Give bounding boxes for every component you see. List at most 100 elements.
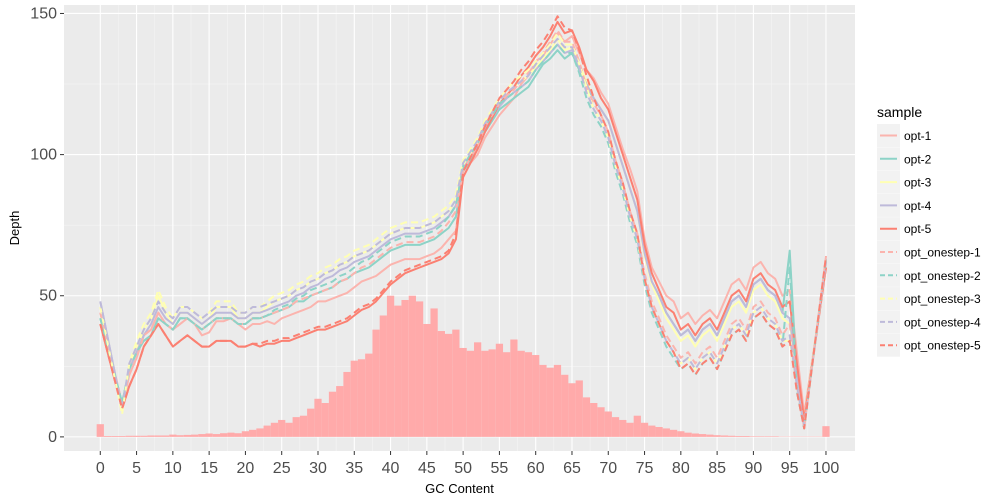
histogram-bar	[386, 295, 395, 437]
histogram-bar	[720, 435, 729, 437]
histogram-bar	[379, 315, 387, 437]
x-tick-label: 70	[599, 460, 617, 477]
histogram-bar	[466, 350, 475, 437]
histogram-bar	[648, 425, 656, 437]
histogram-bar	[140, 435, 148, 437]
histogram-bar	[401, 299, 409, 437]
legend-label: opt_onestep-1	[904, 246, 981, 260]
histogram-bar	[749, 436, 758, 437]
histogram-bar	[459, 347, 467, 437]
legend-label: opt-5	[904, 222, 932, 236]
histogram-bar	[575, 380, 583, 437]
histogram-bar	[539, 364, 547, 437]
histogram-bar	[698, 434, 707, 437]
histogram-bar	[503, 352, 511, 437]
y-axis-title: Depth	[7, 211, 22, 246]
histogram-bar	[307, 408, 315, 437]
histogram-bar	[285, 422, 293, 437]
x-tick-label: 15	[200, 460, 218, 477]
x-tick-label: 40	[382, 460, 400, 477]
histogram-bar	[437, 331, 445, 437]
histogram-bar	[183, 434, 191, 437]
histogram-bar	[415, 301, 424, 437]
histogram-bar	[604, 411, 612, 437]
histogram-bar	[677, 431, 685, 437]
histogram-bar	[669, 429, 678, 437]
y-tick-label: 100	[30, 147, 57, 164]
histogram-bar	[263, 425, 271, 437]
histogram-bar	[444, 333, 453, 437]
histogram-bar	[365, 353, 373, 437]
histogram-bar	[597, 407, 605, 437]
x-tick-label: 100	[813, 460, 840, 477]
y-tick-label: 0	[48, 429, 57, 446]
histogram-bar	[495, 343, 504, 437]
histogram-bar	[198, 434, 206, 437]
legend-label: opt-3	[904, 176, 932, 190]
histogram-bar	[452, 329, 460, 437]
histogram-bar	[488, 349, 496, 437]
histogram-bar	[713, 435, 721, 437]
legend-label: opt_onestep-5	[904, 339, 981, 353]
y-tick-label: 50	[39, 288, 57, 305]
histogram-bar	[299, 415, 308, 437]
x-tick-label: 85	[708, 460, 726, 477]
x-tick-label: 5	[132, 460, 141, 477]
legend-label: opt_onestep-3	[904, 292, 981, 306]
histogram-bar	[220, 433, 228, 437]
legend-title: sample	[877, 104, 922, 120]
histogram-bar	[125, 435, 133, 437]
histogram-bar	[706, 434, 714, 437]
histogram-bar	[357, 359, 366, 437]
x-tick-label: 65	[563, 460, 581, 477]
histogram-bar	[764, 436, 772, 437]
legend-label: opt_onestep-2	[904, 269, 981, 283]
histogram-bar	[582, 397, 591, 437]
y-axis: 0 50 100 150	[30, 5, 64, 446]
histogram-bar	[757, 436, 765, 437]
histogram-bar	[524, 352, 533, 437]
histogram-bar	[626, 422, 634, 437]
histogram-bar	[321, 403, 329, 437]
histogram-bar	[161, 435, 170, 437]
y-tick-label: 150	[30, 5, 57, 22]
histogram-bar	[561, 374, 569, 437]
x-axis: 0 5 10 15 20 25 30 35 40 45 50 55 60 65 70 75 80 85 90 95 10…	[96, 451, 840, 477]
x-tick-label: 80	[672, 460, 690, 477]
histogram-bar	[205, 433, 213, 437]
x-tick-label: 90	[745, 460, 763, 477]
histogram-bar	[532, 355, 540, 437]
x-tick-label: 45	[418, 460, 436, 477]
histogram-bar	[822, 426, 830, 437]
histogram-bar	[176, 435, 184, 437]
histogram-bar	[132, 435, 141, 437]
series-line-opt_onestep-2	[99, 43, 827, 430]
series-lines	[99, 15, 827, 430]
x-tick-label: 30	[309, 460, 327, 477]
histogram-bar	[691, 433, 699, 437]
histogram-bar	[103, 436, 112, 437]
histogram-bar	[234, 433, 242, 437]
histogram-bar	[474, 342, 482, 437]
histogram-bar	[212, 434, 221, 437]
histogram-bar	[633, 415, 641, 437]
x-tick-label: 25	[273, 460, 291, 477]
histogram-bar	[111, 436, 119, 437]
histogram-bar	[256, 428, 264, 437]
x-axis-title: GC Content	[425, 481, 494, 496]
histogram-bar	[328, 391, 337, 437]
histogram-bar	[553, 364, 562, 437]
histogram-bar	[394, 305, 402, 437]
histogram-bar	[249, 429, 257, 437]
histogram-bar	[742, 436, 750, 437]
histogram-bar	[590, 403, 598, 437]
histogram-bar	[408, 295, 416, 437]
histogram-bar	[771, 436, 779, 437]
gc-histogram	[96, 295, 830, 437]
x-tick-label: 50	[454, 460, 472, 477]
histogram-bar	[190, 434, 199, 437]
histogram-bar	[96, 424, 104, 437]
x-tick-label: 35	[345, 460, 363, 477]
series-line-opt_onestep-4	[99, 37, 827, 427]
